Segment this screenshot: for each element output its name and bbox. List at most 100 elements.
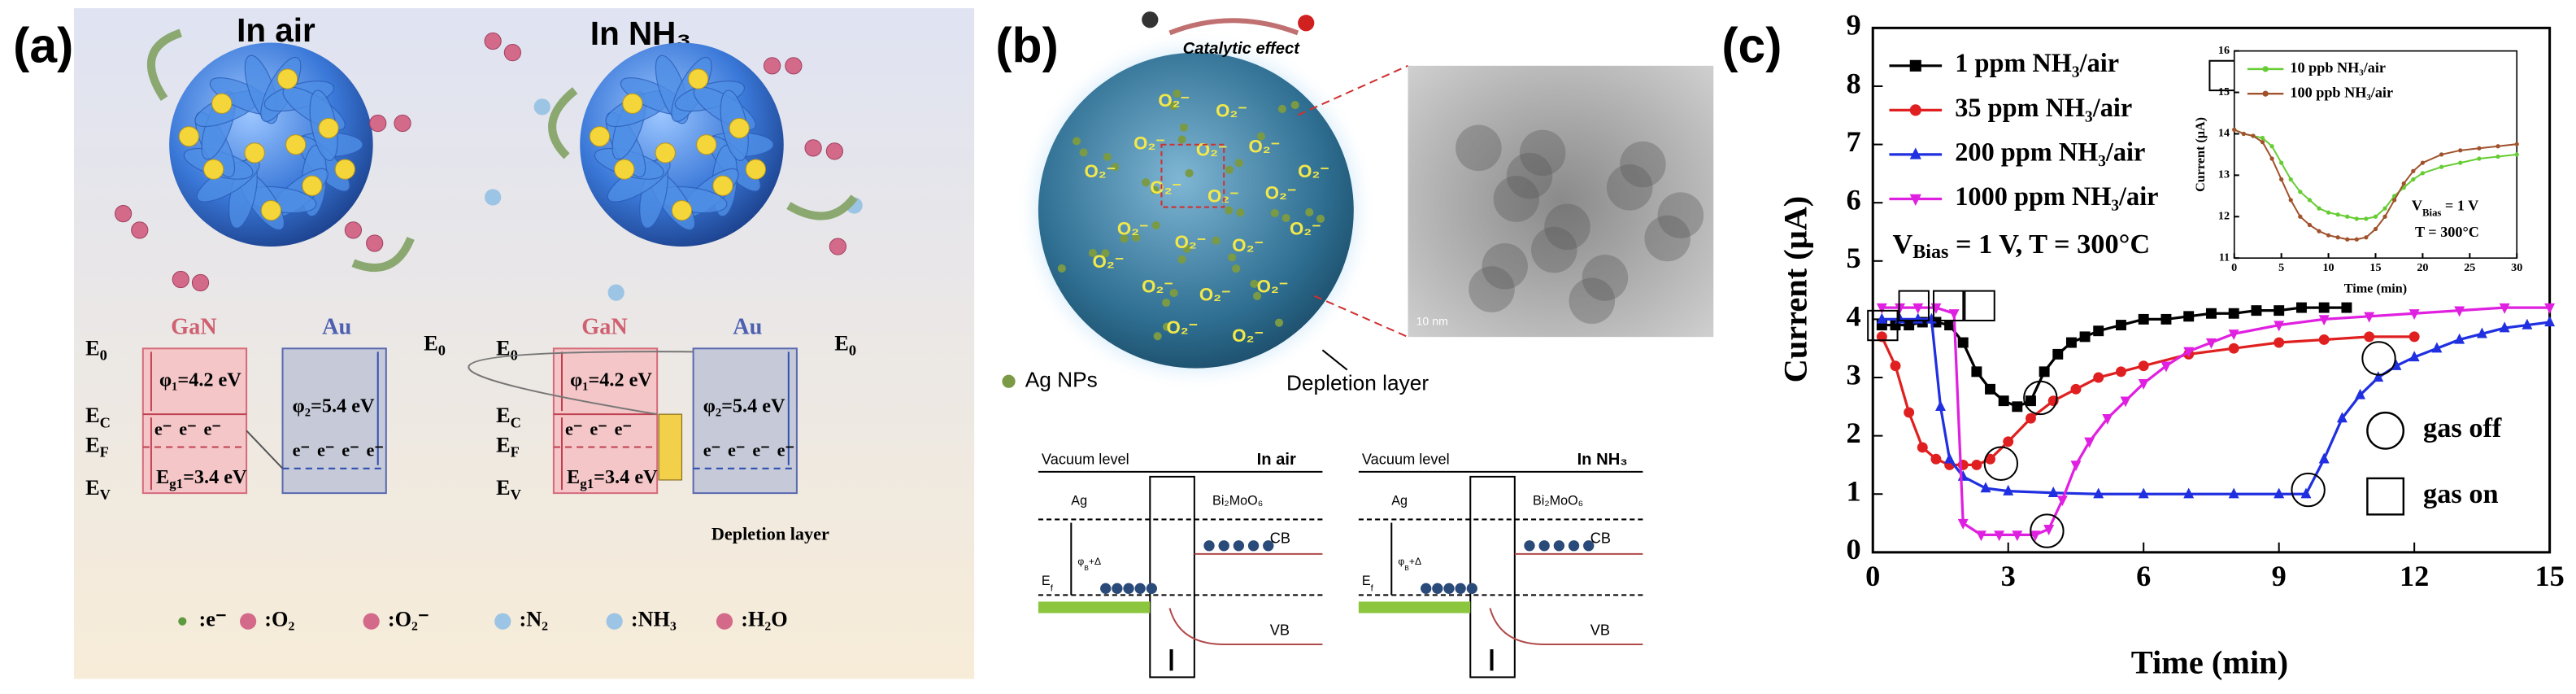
label-main: V <box>1892 229 1912 260</box>
ag-np <box>1256 132 1265 141</box>
electron: e⁻ <box>154 418 172 439</box>
legend-label: :e⁻ <box>198 608 226 631</box>
marker <box>2318 302 2330 313</box>
gas-off-mark <box>2030 513 2065 548</box>
ag-particle <box>671 199 693 221</box>
x-tick-label: 0 <box>1865 560 1880 592</box>
cb-label: CB <box>1590 530 1611 546</box>
tem-image <box>1408 65 1714 338</box>
marker <box>2047 487 2059 497</box>
ag-np <box>1101 249 1110 258</box>
marker <box>2318 315 2330 326</box>
vacuum-label: Vacuum level <box>1362 452 1450 468</box>
marker <box>2364 235 2369 240</box>
legend-label: 35 ppm NH₃/air <box>1955 93 2132 122</box>
label-main: E <box>85 476 100 500</box>
phi-label: φ₁=4.2 eV <box>159 369 242 391</box>
label-main: E <box>85 434 100 457</box>
marker <box>2274 305 2285 316</box>
gan-label: GaN <box>171 315 217 340</box>
ag-particle <box>178 126 200 147</box>
label-rest: +Δ <box>1409 556 1421 567</box>
au-band <box>692 347 798 495</box>
marker <box>2439 164 2444 169</box>
series-line <box>2234 129 2517 241</box>
gan-label: GaN <box>581 315 628 340</box>
marker <box>1980 482 1991 493</box>
o2-label: O₂⁻ <box>1249 137 1281 157</box>
marker <box>2477 146 2482 151</box>
ag-np <box>1290 101 1299 110</box>
marker <box>2269 156 2274 161</box>
x-tick-label: 3 <box>2001 560 2016 592</box>
marker <box>2544 316 2556 327</box>
o2-label: O₂⁻ <box>1166 317 1198 338</box>
interface-box <box>1469 475 1516 679</box>
legend-icon <box>606 613 623 630</box>
electron: e⁻ <box>777 440 795 460</box>
diagram-title: In NH₃ <box>1577 451 1628 469</box>
marker <box>2408 309 2420 320</box>
marker <box>2298 214 2303 219</box>
tem-particle <box>1493 176 1540 222</box>
marker <box>2269 144 2274 149</box>
label-main: E <box>496 404 511 427</box>
gas-off-mark <box>2361 341 2396 376</box>
marker <box>2065 337 2077 348</box>
vacuum-label: Vacuum level <box>1042 452 1129 468</box>
label-main: E <box>567 465 580 487</box>
ag-np <box>1079 148 1088 157</box>
ag-np <box>1179 123 1189 132</box>
series-line <box>1880 335 2415 467</box>
marker <box>2241 131 2246 137</box>
oxygen-molecule <box>804 139 822 157</box>
level-label: EV <box>85 476 111 503</box>
molecule <box>1142 11 1159 28</box>
marker <box>1975 530 1986 542</box>
tem-particle <box>1531 226 1577 273</box>
legend-icon <box>716 613 733 630</box>
marker <box>2160 313 2172 325</box>
marker <box>2499 321 2510 333</box>
marker <box>2336 412 2348 423</box>
marker <box>2183 311 2195 322</box>
ag-np <box>1232 264 1241 273</box>
ag-np <box>1270 208 1279 217</box>
label-main: E <box>156 465 169 487</box>
label-main: V <box>2412 198 2422 214</box>
ag-particle <box>745 159 767 180</box>
marker <box>1998 395 2009 407</box>
ag-np <box>1250 279 1259 288</box>
annotation: VBias = 1 V, T = 300°C <box>1892 229 2150 263</box>
marker <box>2431 342 2443 353</box>
annotation: T = 300°C <box>2415 224 2479 240</box>
label-rest: = 1 V <box>2441 198 2478 214</box>
o2-label: O₂⁻ <box>1158 90 1190 111</box>
ag-np <box>1225 206 1234 215</box>
legend-label: 200 ppm NH₃/air <box>1955 137 2145 166</box>
marker <box>1930 453 1942 465</box>
ag-np <box>1305 207 1314 217</box>
marker <box>2274 487 2285 499</box>
gan-band <box>141 347 248 495</box>
legend-label: 10 ppb NH₃/air <box>2290 59 2386 76</box>
tem-particle <box>1569 277 1616 325</box>
marker <box>2454 306 2465 317</box>
electron-ball <box>1263 540 1274 552</box>
marker <box>2496 144 2500 149</box>
y-tick-label: 16 <box>2218 44 2230 57</box>
electron: e⁻ <box>565 418 583 439</box>
ammonia-molecule <box>607 284 624 301</box>
series-line <box>2234 129 2517 220</box>
marker <box>2364 312 2375 323</box>
tem-particle <box>1482 243 1528 290</box>
marker <box>2420 160 2426 165</box>
ag-label: Ag <box>1391 493 1408 508</box>
marker <box>2355 388 2366 399</box>
ag-np <box>1120 234 1129 243</box>
level-label: E0 <box>834 331 856 358</box>
level-label: E0 <box>424 331 446 358</box>
electron-ball <box>1432 583 1443 594</box>
level-label: E0 <box>85 336 107 363</box>
